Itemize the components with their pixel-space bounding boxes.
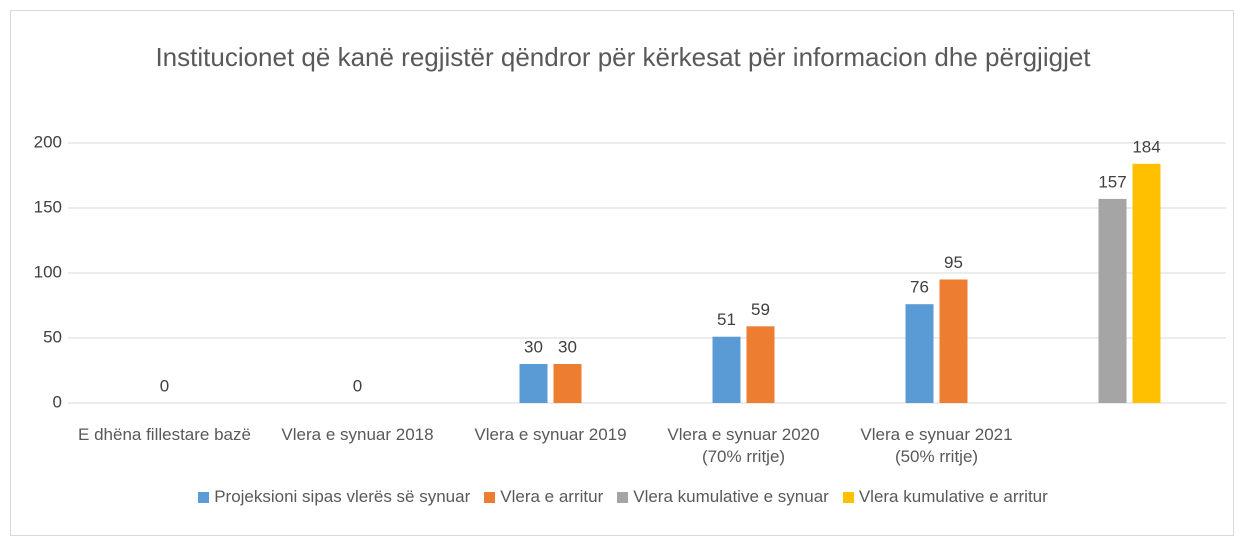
- data-label: 30: [558, 337, 577, 356]
- bar: [1098, 198, 1127, 403]
- data-label: 157: [1098, 172, 1126, 191]
- data-label: 76: [910, 278, 929, 297]
- x-tick-label: E dhëna fillestare bazë: [78, 425, 251, 444]
- bar: [1132, 163, 1161, 403]
- data-label: 95: [944, 253, 963, 272]
- data-label: 51: [717, 310, 736, 329]
- legend-label: Vlera kumulative e synuar: [633, 487, 829, 506]
- legend-swatch: [617, 491, 629, 503]
- data-label: 30: [524, 337, 543, 356]
- legend-item: Vlera kumulative e synuar: [617, 487, 829, 507]
- y-tick-label: 150: [34, 197, 62, 216]
- legend-item: Vlera kumulative e arritur: [842, 487, 1048, 507]
- bar: [519, 364, 548, 403]
- x-tick-label: Vlera e synuar 2019: [474, 425, 627, 444]
- bar: [905, 304, 934, 403]
- y-tick-label: 50: [43, 327, 62, 346]
- x-tick-label: Vlera e synuar 2018: [281, 425, 434, 444]
- data-label: 0: [353, 376, 362, 395]
- y-tick-label: 0: [53, 392, 62, 411]
- legend-swatch: [198, 491, 210, 503]
- legend-swatch: [484, 491, 496, 503]
- data-label: 0: [160, 376, 169, 395]
- bar: [553, 364, 582, 403]
- data-label: 59: [751, 300, 770, 319]
- legend-item: Vlera e arritur: [484, 487, 603, 507]
- legend-label: Projeksioni sipas vlerës së synuar: [214, 487, 471, 506]
- y-tick-label: 100: [34, 262, 62, 281]
- bar: [746, 326, 775, 403]
- x-tick-label: Vlera e synuar 2021 (50% rritje): [860, 425, 1013, 466]
- x-tick-label: Vlera e synuar 2020 (70% rritje): [667, 425, 820, 466]
- legend-label: Vlera kumulative e arritur: [858, 487, 1048, 506]
- bar: [712, 336, 741, 403]
- data-label: 184: [1132, 137, 1160, 156]
- chart-title: Institucionet që kanë regjistër qëndror …: [155, 42, 1091, 72]
- y-tick-label: 200: [34, 132, 62, 151]
- legend: Projeksioni sipas vlerës së synuar Vlera …: [0, 487, 1246, 507]
- legend-swatch: [842, 491, 854, 503]
- legend-item: Projeksioni sipas vlerës së synuar: [198, 487, 470, 507]
- chart-frame: [10, 10, 1234, 536]
- bar: [939, 279, 968, 403]
- legend-label: Vlera e arritur: [500, 487, 604, 506]
